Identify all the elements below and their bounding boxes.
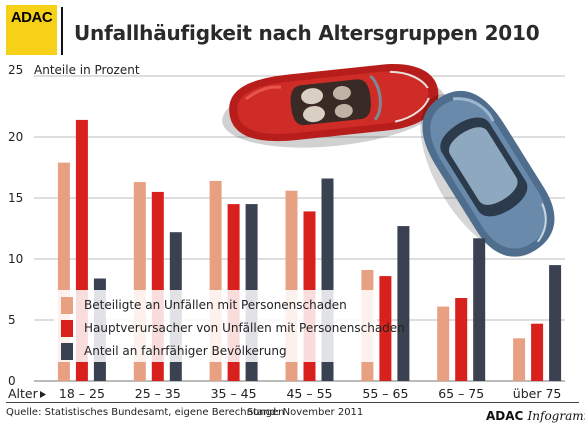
bar (437, 306, 450, 381)
legend-swatch-bevoelkerung (61, 343, 73, 360)
bar (549, 265, 562, 381)
bar (397, 226, 410, 381)
legend-swatch-hauptverursacher (61, 320, 73, 337)
chart-title: Unfallhäufigkeit nach Altersgruppen 2010 (74, 21, 540, 45)
legend-label-hauptverursacher: Hauptverursacher von Unfällen mit Person… (84, 321, 405, 335)
x-tick-label: 35 – 45 (211, 386, 257, 401)
x-tick-label: 65 – 75 (438, 386, 484, 401)
x-tick-label: 18 – 25 (59, 386, 105, 401)
bar (455, 298, 468, 381)
adac-logo: ADAC (6, 5, 57, 55)
y-axis-label: Anteile in Prozent (34, 63, 140, 77)
legend-label-bevoelkerung: Anteil an fahrfähiger Bevölkerung (84, 344, 287, 358)
footer-divider (6, 402, 579, 403)
source-note: Quelle: Statistisches Bundesamt, eigene … (6, 407, 285, 418)
y-tick-label: 10 (8, 252, 23, 266)
red-car-illustration (222, 64, 446, 148)
y-tick-label: 25 (8, 63, 23, 77)
brand-logo: ADAC Infogramm (486, 405, 585, 424)
bar (513, 338, 526, 381)
date-note: Stand: November 2011 (247, 407, 364, 418)
x-axis-arrow-icon (40, 391, 46, 398)
y-tick-label: 15 (8, 191, 23, 205)
blue-car-illustration (420, 90, 555, 257)
logo-text: ADAC (10, 9, 53, 26)
legend: Beteiligte an Unfällen mit Personenschad… (54, 290, 405, 362)
y-tick-label: 20 (8, 130, 23, 144)
brand-suffix: Infogramm (527, 409, 585, 423)
legend-swatch-beteiligte (61, 297, 73, 314)
car-crash-illustration (222, 64, 555, 257)
x-axis-label: Alter (8, 386, 39, 401)
x-tick-label: 25 – 35 (135, 386, 181, 401)
x-axis: Alter 18 – 25 25 – 35 35 – 45 45 – 55 55 – 65… (8, 386, 561, 401)
y-axis: 0 5 10 15 20 25 (8, 63, 23, 388)
bar (531, 323, 544, 381)
x-tick-label: über 75 (513, 386, 562, 401)
title-divider (61, 7, 63, 55)
x-tick-label: 55 – 65 (362, 386, 408, 401)
x-tick-label: 45 – 55 (286, 386, 332, 401)
brand-name: ADAC (486, 409, 528, 423)
y-tick-label: 5 (8, 313, 16, 327)
legend-label-beteiligte: Beteiligte an Unfällen mit Personenschad… (84, 298, 347, 312)
bar (379, 276, 392, 381)
bar (473, 238, 486, 381)
y-tick-label: 0 (8, 374, 16, 388)
